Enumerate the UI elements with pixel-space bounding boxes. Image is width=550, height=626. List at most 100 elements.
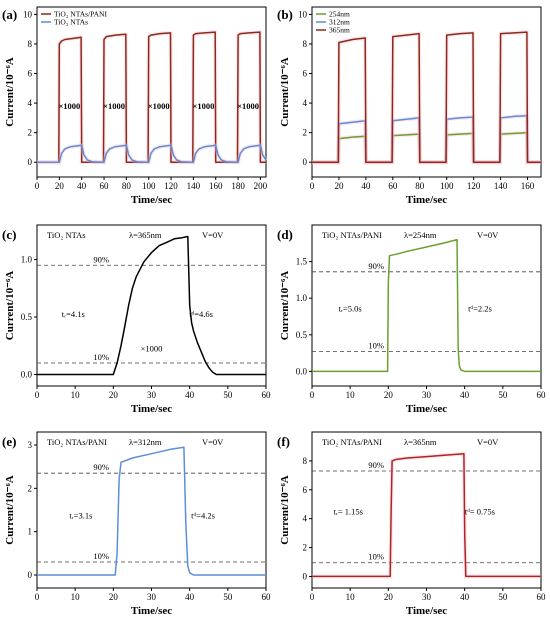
chart-d-header-sample: TiO₂ NTAs/PANI (322, 230, 382, 240)
chart-c-ref-label-1: 10% (93, 352, 109, 362)
chart-b-xtick-label-4: 80 (415, 181, 425, 191)
chart-e-xtick-label-5: 50 (223, 592, 233, 602)
chart-e-annotation-0: tᵣ=3.1s (69, 511, 92, 521)
chart-d-xtick-label-0: 0 (310, 390, 315, 400)
chart-d-xtick-label-4: 40 (460, 390, 470, 400)
chart-c-xtick-label-5: 50 (223, 390, 233, 400)
chart-a-annotation-0: ×1000 (58, 101, 80, 111)
chart-e-ytick-label-2: 2 (28, 483, 33, 493)
chart-f-header-bias: V=0V (477, 437, 499, 447)
chart-f-ytick-label-2: 4 (303, 514, 308, 524)
chart-b-xlabel: Time/sec (406, 194, 447, 206)
chart-b-ytick-label-2: 4 (303, 98, 308, 108)
chart-e-xtick-label-2: 20 (109, 592, 119, 602)
chart-f-ytick-label-1: 2 (303, 543, 308, 553)
chart-d-ref-label-0: 90% (368, 261, 384, 271)
chart-a-xtick-label-2: 40 (77, 181, 87, 191)
chart-panel-c: 90% 10% 0 10 20 30 40 50 60 0.0 0.5 1.0 Time/sec Curr… (0, 210, 275, 420)
chart-a-ytick-label-5: 10 (23, 9, 33, 19)
chart-a-series-halo-0 (37, 29, 266, 165)
chart-a-xtick-label-9: 180 (231, 181, 245, 191)
chart-b-xtick-label-6: 120 (467, 181, 481, 191)
chart-c-svg: 90% 10% 0 10 20 30 40 50 60 0.0 0.5 1.0 Time/sec Curr… (2, 224, 271, 415)
chart-a-xtick-label-6: 120 (164, 181, 178, 191)
chart-b-series-0 (312, 131, 541, 163)
chart-a-ytick-label-1: 2 (28, 128, 33, 138)
chart-a-ylabel: Current/10⁻⁶A (4, 57, 16, 126)
chart-e-xtick-label-1: 10 (71, 592, 81, 602)
chart-a-annotation-2: ×1000 (148, 101, 170, 111)
chart-a-xtick-label-3: 60 (100, 181, 110, 191)
chart-f-ref-label-0: 90% (368, 460, 384, 470)
chart-e-panel-label: (e) (2, 434, 16, 449)
chart-d-svg: 90% 10% 0 10 20 30 40 50 60 0.0 0.5 1.0 1.5 Time/sec C… (277, 224, 546, 415)
chart-d-ref-label-1: 10% (368, 341, 384, 351)
chart-c-xtick-label-1: 10 (71, 390, 81, 400)
chart-c-header-sample: TiO₂ NTAs (47, 230, 86, 240)
chart-c-xlabel: Time/sec (131, 403, 172, 415)
chart-b-legend-label-1: 312nm (329, 18, 350, 27)
chart-e-ytick-label-1: 1 (28, 527, 33, 537)
chart-d-xtick-label-3: 30 (422, 390, 432, 400)
chart-b-legend-label-0: 254nm (329, 10, 350, 19)
chart-a-frame (36, 6, 267, 178)
chart-c-xtick-label-0: 0 (35, 390, 40, 400)
chart-a-xtick-label-4: 80 (122, 181, 132, 191)
chart-f-header-wavelength: λ=365nm (404, 437, 437, 447)
chart-e-header-bias: V=0V (202, 437, 224, 447)
chart-a-xtick-label-10: 200 (254, 181, 268, 191)
chart-e-xlabel: Time/sec (131, 605, 172, 617)
chart-d-xlabel: Time/sec (406, 403, 447, 415)
chart-f-xtick-label-2: 20 (384, 592, 394, 602)
chart-b-xtick-label-2: 40 (361, 181, 371, 191)
chart-c-series-0 (37, 235, 266, 376)
chart-a-legend-label-1: TiO₂ NTAs (54, 18, 88, 27)
chart-f-xtick-label-1: 10 (346, 592, 356, 602)
chart-f-ytick-label-3: 6 (303, 485, 308, 495)
chart-f-ytick-label-4: 8 (303, 456, 308, 466)
chart-b-xtick-label-8: 160 (521, 181, 535, 191)
chart-c-xtick-label-4: 40 (185, 390, 195, 400)
chart-c-xtick-label-3: 30 (147, 390, 157, 400)
chart-e-xtick-label-3: 30 (147, 592, 157, 602)
chart-f-xtick-label-0: 0 (310, 592, 315, 602)
chart-panel-e: 90% 10% 0 10 20 30 40 50 60 0 1 2 3 Time/sec Current/1… (0, 420, 275, 626)
chart-b-xtick-label-3: 60 (388, 181, 398, 191)
chart-b-xtick-label-7: 140 (494, 181, 508, 191)
chart-c-xtick-label-2: 20 (109, 390, 119, 400)
chart-e-ref-label-0: 90% (93, 462, 109, 472)
chart-f-xtick-label-4: 40 (460, 592, 470, 602)
chart-panel-d: 90% 10% 0 10 20 30 40 50 60 0.0 0.5 1.0 1.5 Time/sec C… (275, 210, 550, 420)
chart-c-annotation-0: tᵣ=4.1s (62, 309, 85, 319)
chart-f-ytick-label-0: 0 (303, 571, 308, 581)
chart-panel-b: 0 20 40 60 80 100 120 140 160 0 2 4 6 8 10 Time/sec Curr… (275, 0, 550, 210)
chart-d-annotation-0: tᵣ=5.0s (339, 303, 362, 313)
chart-f-xtick-label-6: 60 (537, 592, 547, 602)
chart-e-header-wavelength: λ=312nm (129, 437, 162, 447)
chart-e-ytick-label-3: 3 (28, 440, 33, 450)
chart-b-svg: 0 20 40 60 80 100 120 140 160 0 2 4 6 8 10 Time/sec Curr… (277, 6, 542, 206)
chart-e-annotation-1: tᵈ=4.2s (191, 511, 215, 521)
chart-panel-a: 0 20 40 60 80 100 120 140 160 180 200 0 2 4 6 8 10 Time/s… (0, 0, 275, 210)
chart-f-xtick-label-3: 30 (422, 592, 432, 602)
chart-f-xtick-label-5: 50 (498, 592, 508, 602)
chart-a-xtick-label-5: 100 (142, 181, 156, 191)
chart-a-xtick-label-1: 20 (55, 181, 65, 191)
chart-d-xtick-label-2: 20 (384, 390, 394, 400)
chart-a-ytick-label-4: 8 (28, 39, 33, 49)
chart-d-xtick-label-5: 50 (498, 390, 508, 400)
chart-a-annotation-1: ×1000 (103, 101, 125, 111)
chart-a-legend-label-0: TiO₂ NTAs/PANI (54, 10, 107, 19)
chart-b-xtick-label-0: 0 (310, 181, 315, 191)
chart-c-panel-label: (c) (2, 227, 16, 242)
chart-d-ytick-label-1: 0.5 (296, 330, 308, 340)
chart-d-ylabel: Current/10⁻⁶A (279, 271, 291, 340)
chart-e-ref-label-1: 10% (93, 551, 109, 561)
chart-c-header-wavelength: λ=365nm (129, 230, 162, 240)
chart-e-xtick-label-6: 60 (262, 592, 272, 602)
chart-e-ylabel: Current/10⁻⁶A (4, 475, 16, 544)
chart-b-legend-label-2: 365nm (329, 26, 350, 35)
chart-f-xlabel: Time/sec (406, 605, 447, 617)
chart-d-ytick-label-3: 1.5 (296, 257, 308, 267)
chart-a-annotation-4: ×1000 (237, 101, 259, 111)
